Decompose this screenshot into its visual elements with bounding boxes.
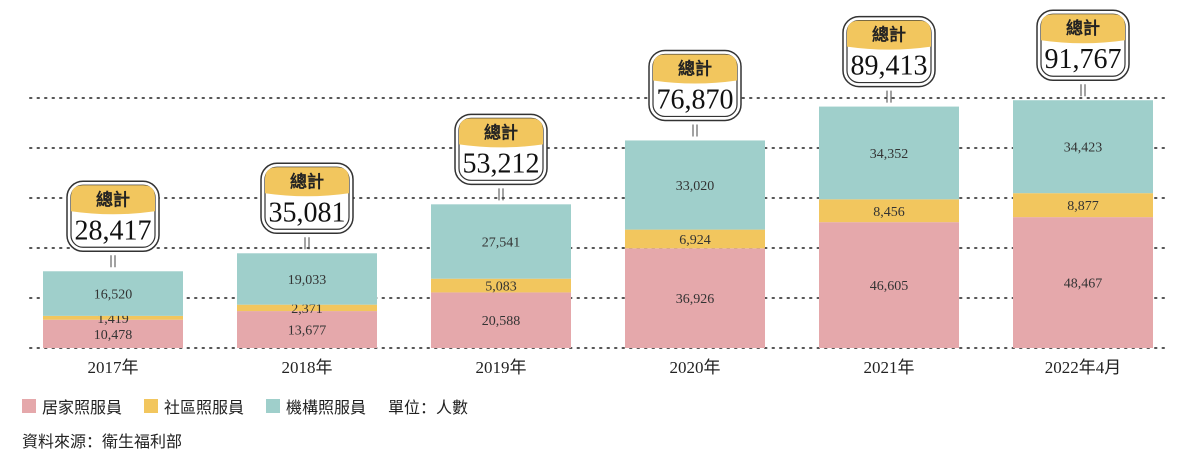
data-label: 48,467 bbox=[1064, 277, 1103, 292]
legend: 居家照服員 社區照服員 機構照服員 單位：人數 bbox=[22, 394, 490, 418]
legend-label-home-care: 居家照服員 bbox=[42, 398, 123, 417]
bar-segment bbox=[43, 271, 183, 316]
total-badge-title: 總計 bbox=[872, 25, 906, 46]
bar-segment bbox=[237, 311, 377, 348]
data-label: 16,520 bbox=[94, 288, 133, 303]
legend-item-home-care: 居家照服員 bbox=[22, 394, 122, 418]
category-label: 2021年 bbox=[864, 358, 915, 377]
category-label: 2022年4月 bbox=[1045, 358, 1122, 377]
total-badge-header bbox=[653, 54, 737, 84]
bar-segment bbox=[1013, 100, 1153, 194]
total-badge-header bbox=[459, 118, 543, 148]
unit-label: 單位：人數 bbox=[388, 394, 468, 418]
data-label: 34,423 bbox=[1064, 141, 1103, 156]
total-badge-header bbox=[71, 185, 155, 215]
data-label: 2,371 bbox=[291, 302, 323, 317]
legend-label-community-care: 社區照服員 bbox=[164, 398, 245, 417]
data-label: 46,605 bbox=[870, 279, 909, 294]
data-label: 19,033 bbox=[288, 273, 327, 288]
legend-swatch-institution-care bbox=[266, 399, 281, 413]
total-value: 35,081 bbox=[269, 197, 346, 228]
unit-text: 單位：人數 bbox=[388, 398, 469, 417]
bar-segment bbox=[237, 253, 377, 305]
data-label: 8,456 bbox=[873, 205, 905, 220]
total-value: 89,413 bbox=[851, 51, 928, 82]
legend-item-community-care: 社區照服員 bbox=[144, 394, 244, 418]
total-value: 28,417 bbox=[75, 215, 152, 246]
bar-segment bbox=[819, 222, 959, 348]
total-badge-title: 總計 bbox=[96, 189, 130, 210]
bar-segment bbox=[237, 304, 377, 312]
legend-label-institution-care: 機構照服員 bbox=[286, 398, 367, 417]
data-label: 33,020 bbox=[676, 179, 715, 194]
bar-segment bbox=[819, 199, 959, 223]
bar-segment bbox=[819, 106, 959, 200]
data-label: 5,083 bbox=[485, 280, 517, 295]
bar-segment bbox=[43, 319, 183, 348]
total-badge-header bbox=[847, 20, 931, 50]
bar-segment bbox=[625, 229, 765, 249]
bar-segment bbox=[1013, 193, 1153, 218]
legend-item-institution-care: 機構照服員 bbox=[266, 394, 366, 418]
category-label: 2020年 bbox=[670, 358, 721, 377]
total-badge-title: 總計 bbox=[1066, 18, 1100, 39]
bar-segment bbox=[431, 292, 571, 348]
legend-swatch-home-care bbox=[22, 399, 36, 413]
category-label: 2018年 bbox=[282, 358, 333, 377]
data-label: 27,541 bbox=[482, 236, 521, 251]
data-label: 8,877 bbox=[1067, 199, 1099, 214]
data-label: 20,588 bbox=[482, 314, 521, 329]
data-label: 36,926 bbox=[676, 292, 715, 307]
data-label: 13,677 bbox=[288, 324, 327, 339]
total-value: 76,870 bbox=[657, 84, 734, 115]
total-badge-title: 總計 bbox=[290, 171, 324, 192]
total-badge-title: 總計 bbox=[678, 58, 712, 79]
bar-segment bbox=[431, 278, 571, 293]
bar-segment bbox=[431, 204, 571, 279]
bar-segment bbox=[625, 140, 765, 230]
legend-swatch-community-care bbox=[144, 399, 159, 413]
category-label: 2017年 bbox=[88, 358, 139, 377]
total-value: 91,767 bbox=[1045, 44, 1122, 75]
bar-segment bbox=[43, 315, 183, 320]
source-note: 資料來源：衛生福利部 bbox=[22, 432, 183, 451]
total-value: 53,212 bbox=[463, 148, 540, 179]
data-label: 34,352 bbox=[870, 147, 909, 162]
total-badge-title: 總計 bbox=[484, 122, 518, 143]
category-label: 2019年 bbox=[476, 358, 527, 377]
bar-segment bbox=[625, 248, 765, 348]
stacked-bar-chart: 10,4781,41916,5202017年總計28,41713,6772,37… bbox=[29, 9, 1171, 377]
total-badge-header bbox=[265, 167, 349, 197]
data-label: 6,924 bbox=[679, 233, 711, 248]
data-label: 10,478 bbox=[94, 328, 133, 343]
bar-segment bbox=[1013, 217, 1153, 348]
total-badge-header bbox=[1041, 14, 1125, 44]
